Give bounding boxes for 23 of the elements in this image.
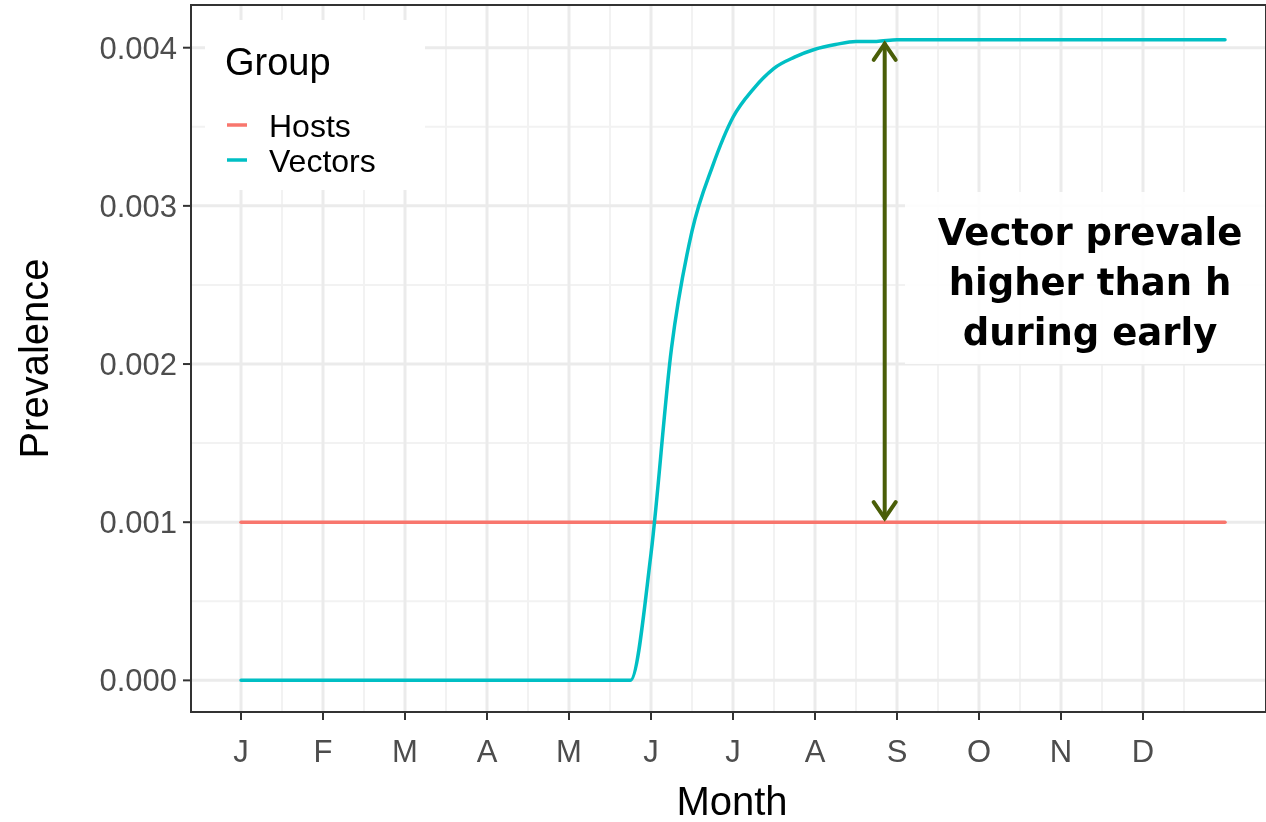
y-tick-label: 0.000: [99, 663, 177, 699]
x-tick-label: F: [313, 734, 333, 769]
x-tick-label: S: [886, 734, 908, 769]
y-tick-label: 0.001: [99, 505, 177, 541]
x-tick-label: J: [643, 734, 659, 769]
x-tick-label: A: [804, 734, 826, 769]
x-tick-label: A: [476, 734, 498, 769]
y-tick-label: 0.003: [99, 188, 177, 224]
x-tick-label: M: [392, 734, 418, 769]
annotation: Vector prevale higher than h during early: [937, 211, 1243, 354]
y-tick-label: 0.004: [99, 30, 177, 66]
x-tick-label: D: [1131, 734, 1155, 769]
x-axis-title: Month: [676, 779, 788, 822]
x-tick-label: J: [233, 734, 249, 769]
x-tick-label: J: [725, 734, 741, 769]
x-tick-label: M: [556, 734, 582, 769]
y-tick-label: 0.002: [99, 347, 177, 383]
legend-label: Hosts: [269, 108, 351, 144]
legend-title: Group: [225, 41, 331, 83]
y-axis-title: Prevalence: [12, 258, 56, 459]
x-tick-label: O: [966, 734, 992, 769]
legend-label: Vectors: [269, 143, 376, 179]
x-tick-label: N: [1049, 734, 1073, 769]
